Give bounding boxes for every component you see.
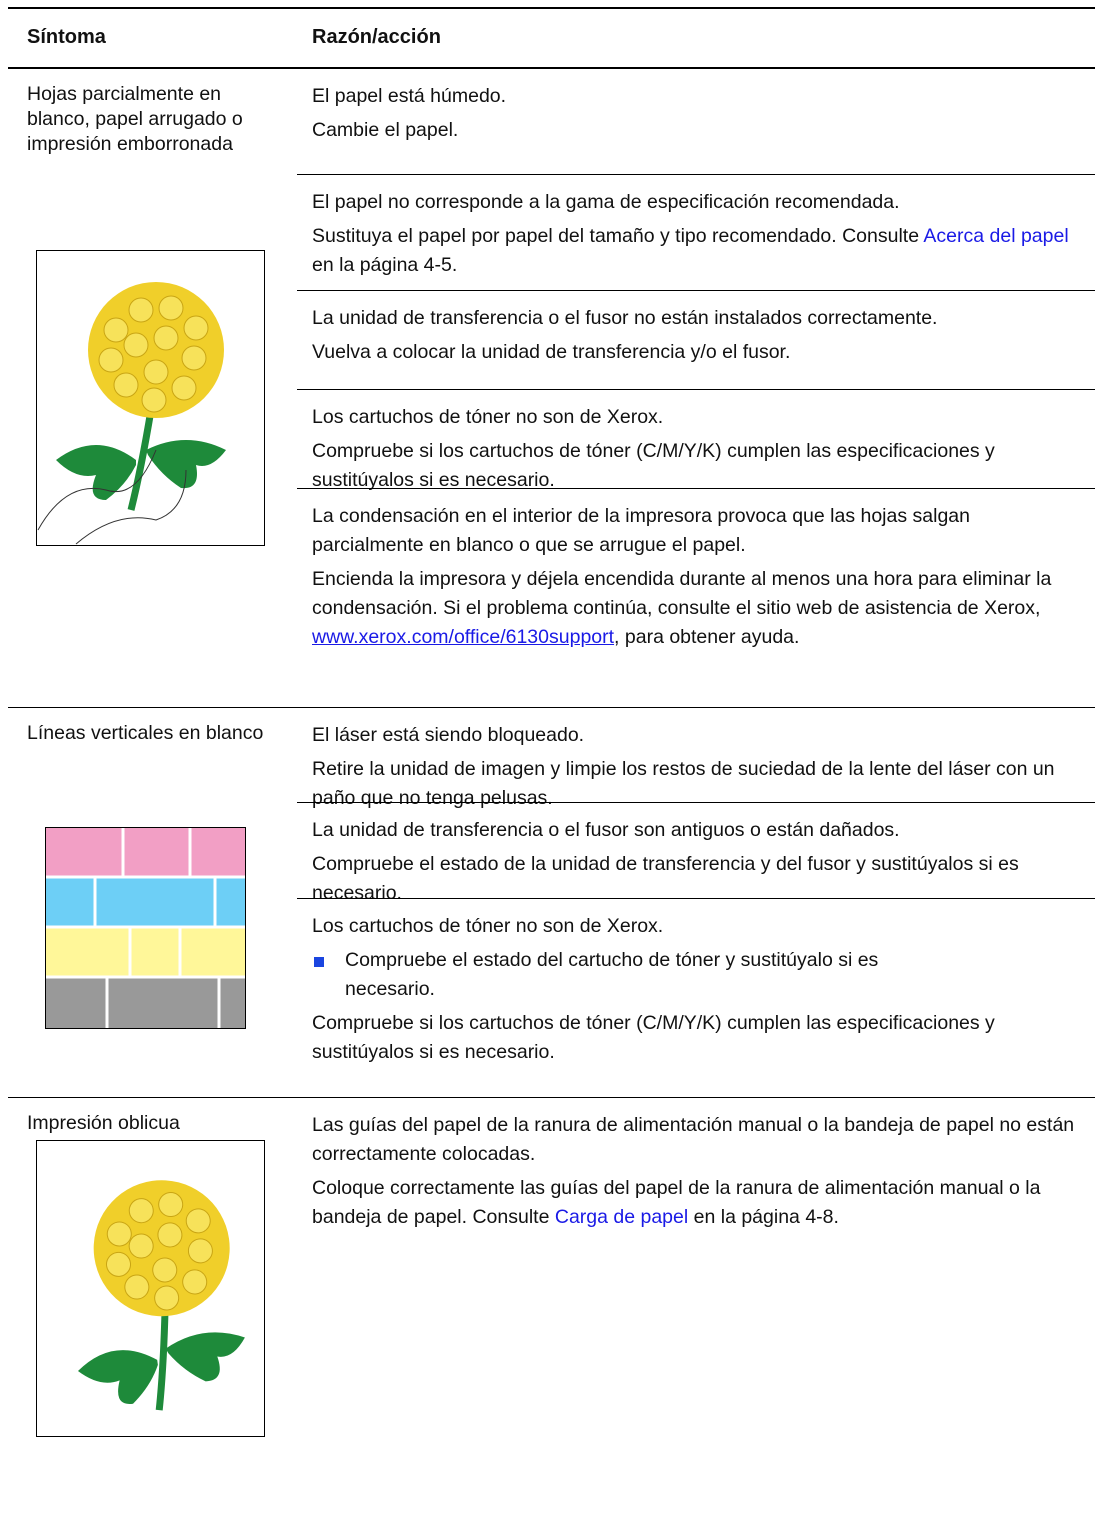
- text: Compruebe si los cartuchos de tóner (C/M…: [312, 1012, 995, 1063]
- text: Coloque correctamente las guías del pape…: [312, 1177, 1041, 1228]
- paragraph: Los cartuchos de tóner no son de Xerox.: [312, 912, 1087, 941]
- text: , para obtener ayuda.: [614, 626, 800, 648]
- text: La condensación en el interior de la imp…: [312, 505, 970, 556]
- cross-reference-link[interactable]: Carga de papel: [554, 1206, 689, 1228]
- text: El papel está húmedo.: [312, 85, 507, 107]
- paragraph: El papel está húmedo.: [312, 82, 1087, 111]
- symptom: Impresión oblicua: [27, 1112, 180, 1134]
- paragraph: El papel no corresponde a la gama de esp…: [312, 188, 1087, 217]
- paragraph: Las guías del papel de la ranura de alim…: [312, 1111, 1087, 1169]
- bullet-item: Compruebe el estado del cartucho de tóne…: [312, 946, 955, 1004]
- header-rule: [8, 67, 1095, 69]
- symptom: Hojas parcialmente en blanco, papel arru…: [27, 83, 243, 155]
- text: Sustituya el papel por papel del tamaño …: [312, 225, 924, 247]
- cause-rule: [297, 488, 1095, 489]
- paragraph: El láser está siendo bloqueado.: [312, 721, 1087, 750]
- text: en la página 4-8.: [688, 1206, 839, 1228]
- paragraph: Cambie el papel.: [312, 116, 1087, 145]
- cause: Las guías del papel de la ranura de alim…: [312, 1111, 1087, 1237]
- header-symptom: Síntoma: [27, 26, 106, 48]
- cause-rule: [297, 389, 1095, 390]
- symptom: Líneas verticales en blanco: [27, 722, 264, 744]
- cause: La condensación en el interior de la imp…: [312, 502, 1087, 657]
- web-link[interactable]: www.xerox.com/office/6130support: [312, 626, 615, 648]
- cause: El papel no corresponde a la gama de esp…: [312, 188, 1087, 285]
- cause: Los cartuchos de tóner no son de Xerox. C…: [312, 912, 1087, 1072]
- text: La unidad de transferencia o el fusor so…: [312, 819, 900, 841]
- paragraph: Encienda la impresora y déjela encendida…: [312, 565, 1087, 652]
- paragraph: Vuelva a colocar la unidad de transferen…: [312, 338, 1087, 367]
- paragraph: Sustituya el papel por papel del tamaño …: [312, 222, 1087, 280]
- illustration-vertical-lines: [45, 827, 246, 1029]
- text: Compruebe el estado de la unidad de tran…: [312, 853, 1019, 904]
- text: Encienda la impresora y déjela encendida…: [312, 568, 1052, 619]
- cause-rule: [297, 802, 1095, 803]
- text: Los cartuchos de tóner no son de Xerox.: [312, 406, 664, 428]
- text: Retire la unidad de imagen y limpie los …: [312, 758, 1055, 809]
- paragraph: La unidad de transferencia o el fusor so…: [312, 816, 1087, 845]
- paragraph: La unidad de transferencia o el fusor no…: [312, 304, 1087, 333]
- text: Los cartuchos de tóner no son de Xerox.: [312, 915, 664, 937]
- header-reason: Razón/acción: [312, 26, 441, 48]
- table-top-rule: [8, 7, 1095, 9]
- text: en la página 4-5.: [312, 254, 458, 276]
- text: La unidad de transferencia o el fusor no…: [312, 307, 938, 329]
- illustration-partial-blank: [36, 250, 265, 546]
- row-rule: [8, 1097, 1095, 1098]
- row-rule: [8, 707, 1095, 708]
- cause: El láser está siendo bloqueado. Retire la…: [312, 721, 1087, 818]
- paragraph: La condensación en el interior de la imp…: [312, 502, 1087, 560]
- cause: La unidad de transferencia o el fusor no…: [312, 304, 1087, 372]
- paragraph: Compruebe si los cartuchos de tóner (C/M…: [312, 437, 1087, 495]
- text: Las guías del papel de la ranura de alim…: [312, 1114, 1075, 1165]
- cause-rule: [297, 898, 1095, 899]
- text: Compruebe el estado del cartucho de tóne…: [345, 949, 879, 1000]
- text: Vuelva a colocar la unidad de transferen…: [312, 341, 791, 363]
- paragraph: Compruebe si los cartuchos de tóner (C/M…: [312, 1009, 1087, 1067]
- cross-reference-link[interactable]: Acerca del papel: [923, 225, 1069, 247]
- paragraph: Retire la unidad de imagen y limpie los …: [312, 755, 1087, 813]
- cause: El papel está húmedo. Cambie el papel.: [312, 82, 1087, 150]
- text: Compruebe si los cartuchos de tóner (C/M…: [312, 440, 995, 491]
- paragraph: Compruebe el estado de la unidad de tran…: [312, 850, 1087, 908]
- paragraph: Coloque correctamente las guías del pape…: [312, 1174, 1087, 1232]
- paragraph: Los cartuchos de tóner no son de Xerox.: [312, 403, 1087, 432]
- text: El papel no corresponde a la gama de esp…: [312, 191, 900, 213]
- cause: Los cartuchos de tóner no son de Xerox. C…: [312, 403, 1087, 500]
- text: El láser está siendo bloqueado.: [312, 724, 585, 746]
- cause-rule: [297, 174, 1095, 175]
- text: Cambie el papel.: [312, 119, 459, 141]
- cause-rule: [297, 290, 1095, 291]
- illustration-skewed: [36, 1140, 265, 1437]
- cause: La unidad de transferencia o el fusor so…: [312, 816, 1087, 913]
